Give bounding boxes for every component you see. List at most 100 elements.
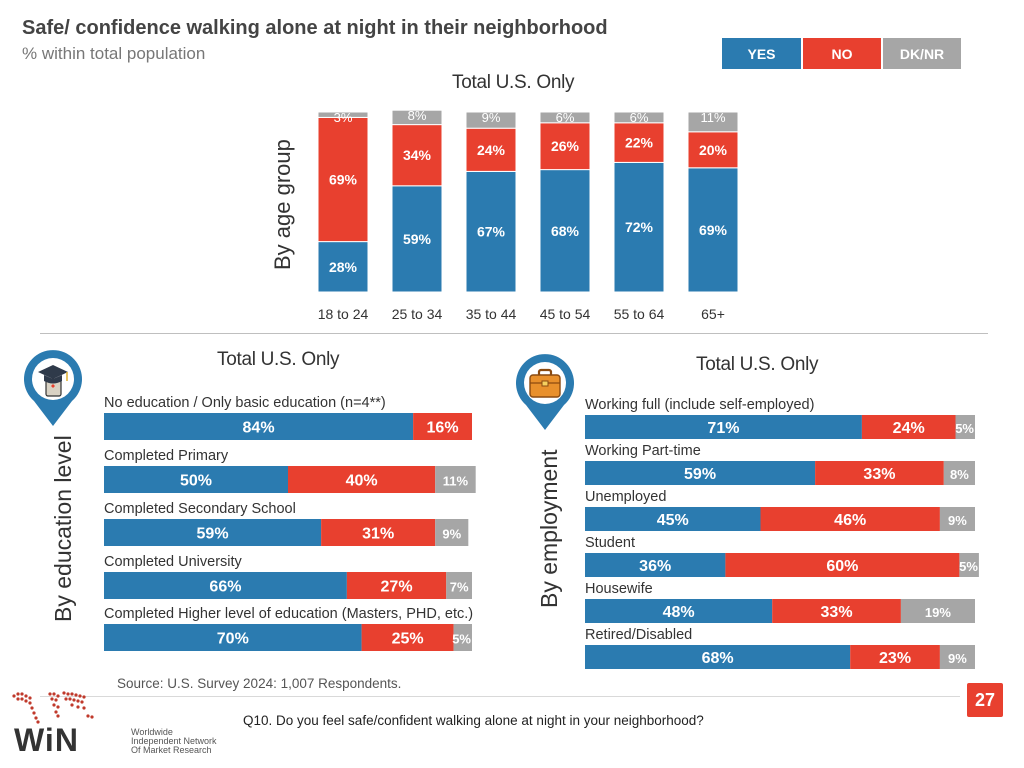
bar-label-no-2: 33%	[863, 466, 895, 483]
bar-label-yes-1: 84%	[243, 420, 275, 437]
win-logo: WiN Worldwide Independent Network Of Mar…	[8, 686, 238, 761]
legend-yes: YES	[722, 38, 801, 69]
logo-line-1: Worldwide	[131, 727, 173, 737]
bar-label-no-5: 25%	[392, 631, 424, 648]
age-section-title: Total U.S. Only	[452, 72, 575, 93]
bar-yes-5	[585, 599, 773, 623]
bar-dknr-1	[955, 415, 975, 439]
bar-label-no-5: 22%	[625, 135, 654, 151]
edu-section-title: Total U.S. Only	[217, 349, 340, 370]
bar-yes-3	[585, 507, 761, 531]
x-tick-label: 25 to 34	[392, 306, 443, 322]
bar-dknr-6	[939, 645, 975, 669]
bar-label-no-4: 60%	[826, 558, 858, 575]
bar-label-dknr-4: 6%	[556, 110, 575, 125]
bar-label-dknr-5: 5%	[452, 632, 471, 647]
bar-label-dknr-2: 8%	[950, 467, 969, 482]
bar-no-6	[850, 645, 940, 669]
bar-label-yes-3: 45%	[657, 512, 689, 529]
bar-label-no-1: 69%	[329, 172, 358, 188]
bar-no-1	[413, 413, 472, 440]
bar-label-no-1: 24%	[893, 420, 925, 437]
category-label: Completed University	[104, 554, 243, 570]
bar-yes-2	[585, 461, 816, 485]
category-label: Completed Secondary School	[104, 501, 296, 517]
bar-no-6	[687, 131, 739, 169]
bar-label-no-3: 24%	[477, 142, 506, 158]
bar-dknr-2	[391, 109, 443, 126]
bar-label-dknr-3: 9%	[948, 513, 967, 528]
briefcase-icon	[516, 354, 574, 430]
bar-label-dknr-5: 6%	[630, 110, 649, 125]
bar-no-2	[288, 466, 436, 493]
bar-label-yes-5: 70%	[217, 631, 249, 648]
bar-dknr-5	[900, 599, 975, 623]
bar-no-4	[346, 572, 447, 599]
bar-label-dknr-4: 7%	[450, 580, 469, 595]
category-label: No education / Only basic education (n=4…	[104, 395, 386, 411]
footer-divider	[40, 696, 960, 697]
logo-word: WiN	[14, 722, 79, 758]
x-tick-label: 35 to 44	[466, 306, 517, 322]
bar-dknr-3	[435, 519, 469, 546]
world-map-icon	[12, 691, 94, 724]
category-label: Housewife	[585, 581, 653, 597]
question-text: Q10. Do you feel safe/confident walking …	[243, 713, 704, 728]
bar-label-yes-4: 36%	[639, 558, 671, 575]
bar-no-3	[760, 507, 940, 531]
bar-no-3	[321, 519, 436, 546]
x-tick-label: 18 to 24	[318, 306, 369, 322]
logo-line-3: Of Market Research	[131, 745, 212, 755]
bar-dknr-3	[465, 111, 517, 129]
category-label: Unemployed	[585, 489, 666, 505]
bar-label-yes-5: 72%	[625, 219, 654, 235]
bar-yes-6	[687, 167, 739, 293]
bar-no-1	[861, 415, 956, 439]
bar-label-no-2: 40%	[346, 473, 378, 490]
legend-no-label: NO	[831, 45, 853, 62]
bar-yes-6	[585, 645, 851, 669]
bar-label-dknr-4: 5%	[959, 559, 978, 574]
bar-dknr-4	[446, 572, 472, 599]
bar-label-no-3: 31%	[362, 526, 394, 543]
bar-label-yes-2: 59%	[684, 466, 716, 483]
bar-yes-4	[585, 553, 726, 577]
page-number: 27	[967, 683, 1003, 717]
category-label: Working Part-time	[585, 443, 701, 459]
bar-label-dknr-6: 11%	[700, 110, 725, 125]
bar-yes-2	[104, 466, 288, 493]
graduation-cap-icon	[23, 350, 82, 426]
x-tick-label: 45 to 54	[540, 306, 591, 322]
category-label: Completed Higher level of education (Mas…	[104, 606, 473, 622]
legend-no: NO	[803, 38, 881, 69]
bar-dknr-4	[539, 111, 591, 124]
bar-label-yes-6: 69%	[699, 222, 728, 238]
bar-label-yes-4: 68%	[551, 223, 580, 239]
section-divider	[40, 333, 988, 334]
logo-line-2: Independent Network	[131, 736, 217, 746]
bar-dknr-5	[613, 111, 665, 124]
bar-dknr-2	[435, 466, 476, 493]
bar-yes-4	[104, 572, 347, 599]
bar-dknr-5	[453, 624, 472, 651]
legend-yes-label: YES	[747, 45, 776, 62]
bar-label-yes-3: 67%	[477, 224, 506, 240]
page-title: Safe/ confidence walking alone at night …	[22, 17, 608, 39]
bar-yes-5	[104, 624, 362, 651]
bar-no-4	[539, 122, 591, 171]
bar-label-yes-2: 59%	[403, 231, 432, 247]
bar-dknr-1	[317, 111, 369, 118]
source-note: Source: U.S. Survey 2024: 1,007 Responde…	[117, 676, 402, 691]
page-subtitle: % within total population	[22, 44, 206, 63]
bar-label-dknr-5: 19%	[925, 605, 951, 620]
bar-no-5	[361, 624, 454, 651]
category-label: Student	[585, 535, 635, 551]
bar-label-yes-1: 71%	[707, 420, 739, 437]
bar-label-yes-1: 28%	[329, 259, 358, 275]
bar-label-yes-5: 48%	[663, 604, 695, 621]
bar-label-no-3: 46%	[834, 512, 866, 529]
bar-yes-2	[391, 185, 443, 293]
